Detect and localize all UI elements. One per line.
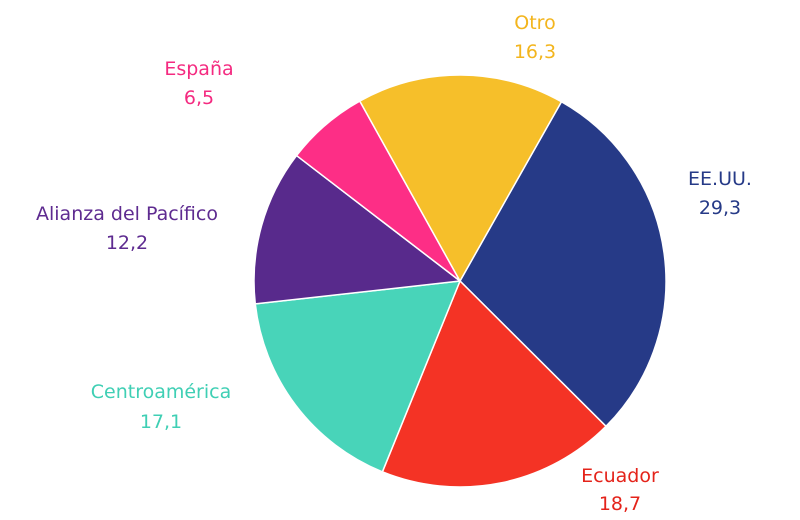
pie-slice-alianza-pacifico (253, 154, 461, 305)
slice-value-ecuador: 18,7 (599, 493, 641, 515)
slice-value-centroamerica: 17,1 (140, 411, 182, 433)
pie-slice-eeuu (459, 100, 667, 428)
slice-value-eeuu: 29,3 (699, 197, 741, 219)
slice-label-espana: España (164, 58, 233, 80)
pie-slice-otro (359, 74, 563, 282)
slice-value-alianza-pacifico: 12,2 (106, 232, 148, 254)
slice-label-centroamerica: Centroamérica (91, 381, 232, 403)
slice-label-ecuador: Ecuador (581, 465, 659, 487)
pie-labels: EE.UU. 29,3 Ecuador 18,7 Centroamérica 1… (36, 12, 752, 515)
slice-label-otro: Otro (514, 12, 555, 34)
pie-slices (253, 74, 667, 488)
slice-label-alianza-pacifico: Alianza del Pacífico (36, 203, 218, 225)
pie-slice-ecuador (381, 280, 607, 488)
pie-slice-centroamerica (254, 280, 461, 473)
slice-label-eeuu: EE.UU. (688, 168, 752, 190)
slice-value-otro: 16,3 (514, 41, 556, 63)
slice-value-espana: 6,5 (184, 87, 214, 109)
